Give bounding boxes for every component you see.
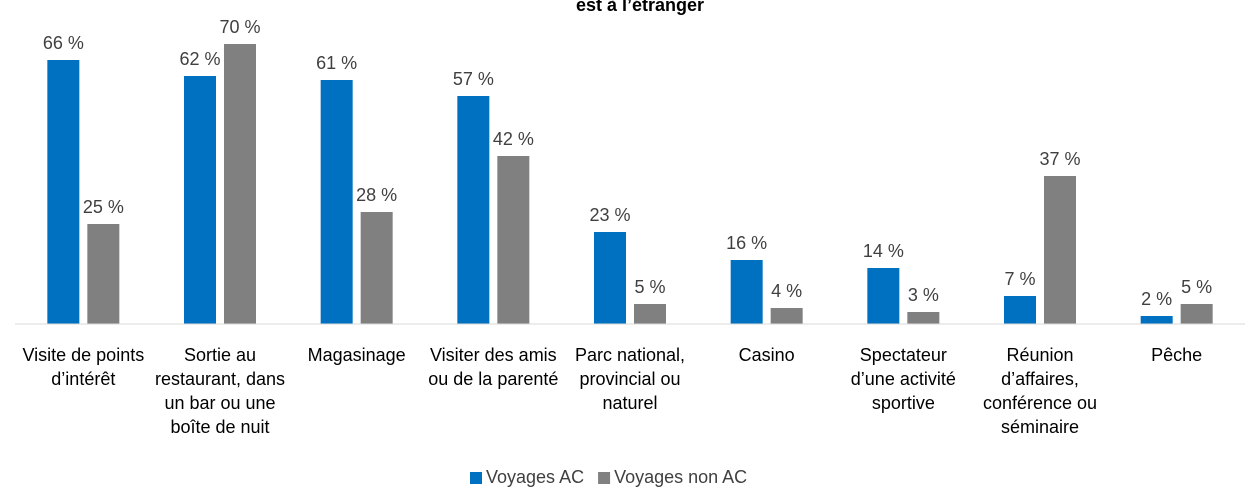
bar — [634, 304, 666, 324]
x-tick-label: Sortie au restaurant, dans un bar ou une… — [154, 345, 286, 437]
data-label: 61 % — [316, 53, 357, 73]
bar — [47, 60, 80, 324]
bar — [184, 76, 216, 324]
bar — [320, 80, 353, 324]
legend-label: Voyages non AC — [614, 467, 747, 487]
x-tick-label: Réunion d’affaires, conférence ou sémina… — [982, 345, 1098, 437]
data-label: 37 % — [1039, 149, 1080, 169]
legend-label: Voyages AC — [486, 467, 584, 487]
data-label: 3 % — [908, 285, 939, 305]
bar — [907, 312, 940, 324]
bar — [594, 232, 626, 324]
x-tick-label: Parc national, provincial ou naturel — [574, 345, 686, 413]
bar — [224, 44, 256, 324]
x-tick-label: Pêche — [1151, 345, 1203, 365]
x-tick-label: Magasinage — [307, 345, 406, 365]
x-tick-label: Visite de points d’intérêt — [22, 345, 145, 389]
bar — [1180, 304, 1213, 324]
x-tick-label: Visiter des amis ou de la parenté — [428, 345, 559, 389]
bar — [770, 308, 803, 324]
data-label: 2 % — [1141, 289, 1172, 309]
legend-swatch — [470, 472, 482, 484]
bar — [730, 260, 763, 324]
data-label: 70 % — [219, 17, 260, 37]
legend-swatch — [598, 472, 611, 484]
chart-title: est à l’étranger — [576, 0, 704, 15]
data-label: 4 % — [771, 281, 802, 301]
data-label: 62 % — [179, 49, 220, 69]
x-tick-label: Casino — [738, 345, 795, 365]
data-label: 25 % — [83, 197, 124, 217]
bar — [360, 212, 393, 324]
bar — [497, 156, 530, 324]
data-label: 28 % — [356, 185, 397, 205]
bar — [1044, 176, 1076, 324]
bar — [87, 224, 120, 324]
bar — [1004, 296, 1036, 324]
data-label: 7 % — [1004, 269, 1035, 289]
data-label: 14 % — [863, 241, 904, 261]
data-label: 66 % — [43, 33, 84, 53]
data-label: 5 % — [1181, 277, 1212, 297]
data-label: 57 % — [453, 69, 494, 89]
data-label: 42 % — [493, 129, 534, 149]
bar — [1140, 316, 1173, 324]
bar — [867, 268, 900, 324]
data-label: 5 % — [634, 277, 665, 297]
data-label: 16 % — [726, 233, 767, 253]
x-tick-label: Spectateur d’une activité sportive — [850, 345, 956, 413]
bar — [457, 96, 490, 324]
data-label: 23 % — [589, 205, 630, 225]
